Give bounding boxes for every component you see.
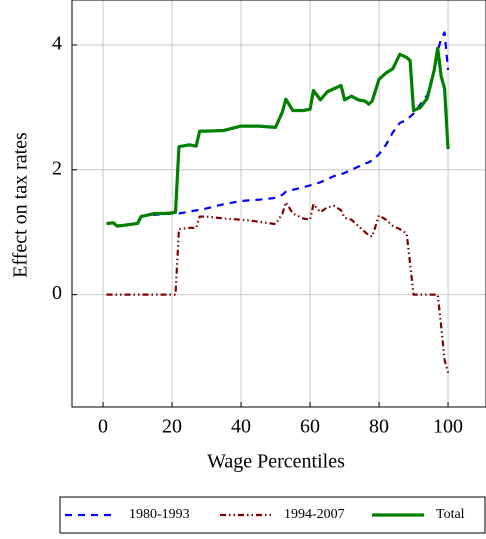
y-axis-label: Effect on tax rates — [10, 132, 32, 278]
x-tick-label: 100 — [433, 416, 463, 438]
x-tick-label: 0 — [98, 416, 108, 438]
x-axis-label: Wage Percentiles — [207, 451, 345, 473]
legend-label: 1980-1993 — [129, 507, 190, 522]
y-tick-label: 2 — [52, 157, 62, 179]
x-tick-label: 40 — [231, 416, 251, 438]
series-line — [106, 201, 450, 373]
legend-label: Total — [436, 507, 465, 522]
series-line — [106, 46, 450, 228]
x-tick-label: 20 — [162, 416, 182, 438]
x-tick-label: 80 — [369, 416, 389, 438]
legend-label: 1994-2007 — [284, 507, 345, 522]
y-tick-label: 4 — [52, 33, 62, 55]
y-tick-label: 0 — [52, 282, 62, 304]
x-tick-label: 60 — [300, 416, 320, 438]
plot-frame — [71, 0, 486, 408]
